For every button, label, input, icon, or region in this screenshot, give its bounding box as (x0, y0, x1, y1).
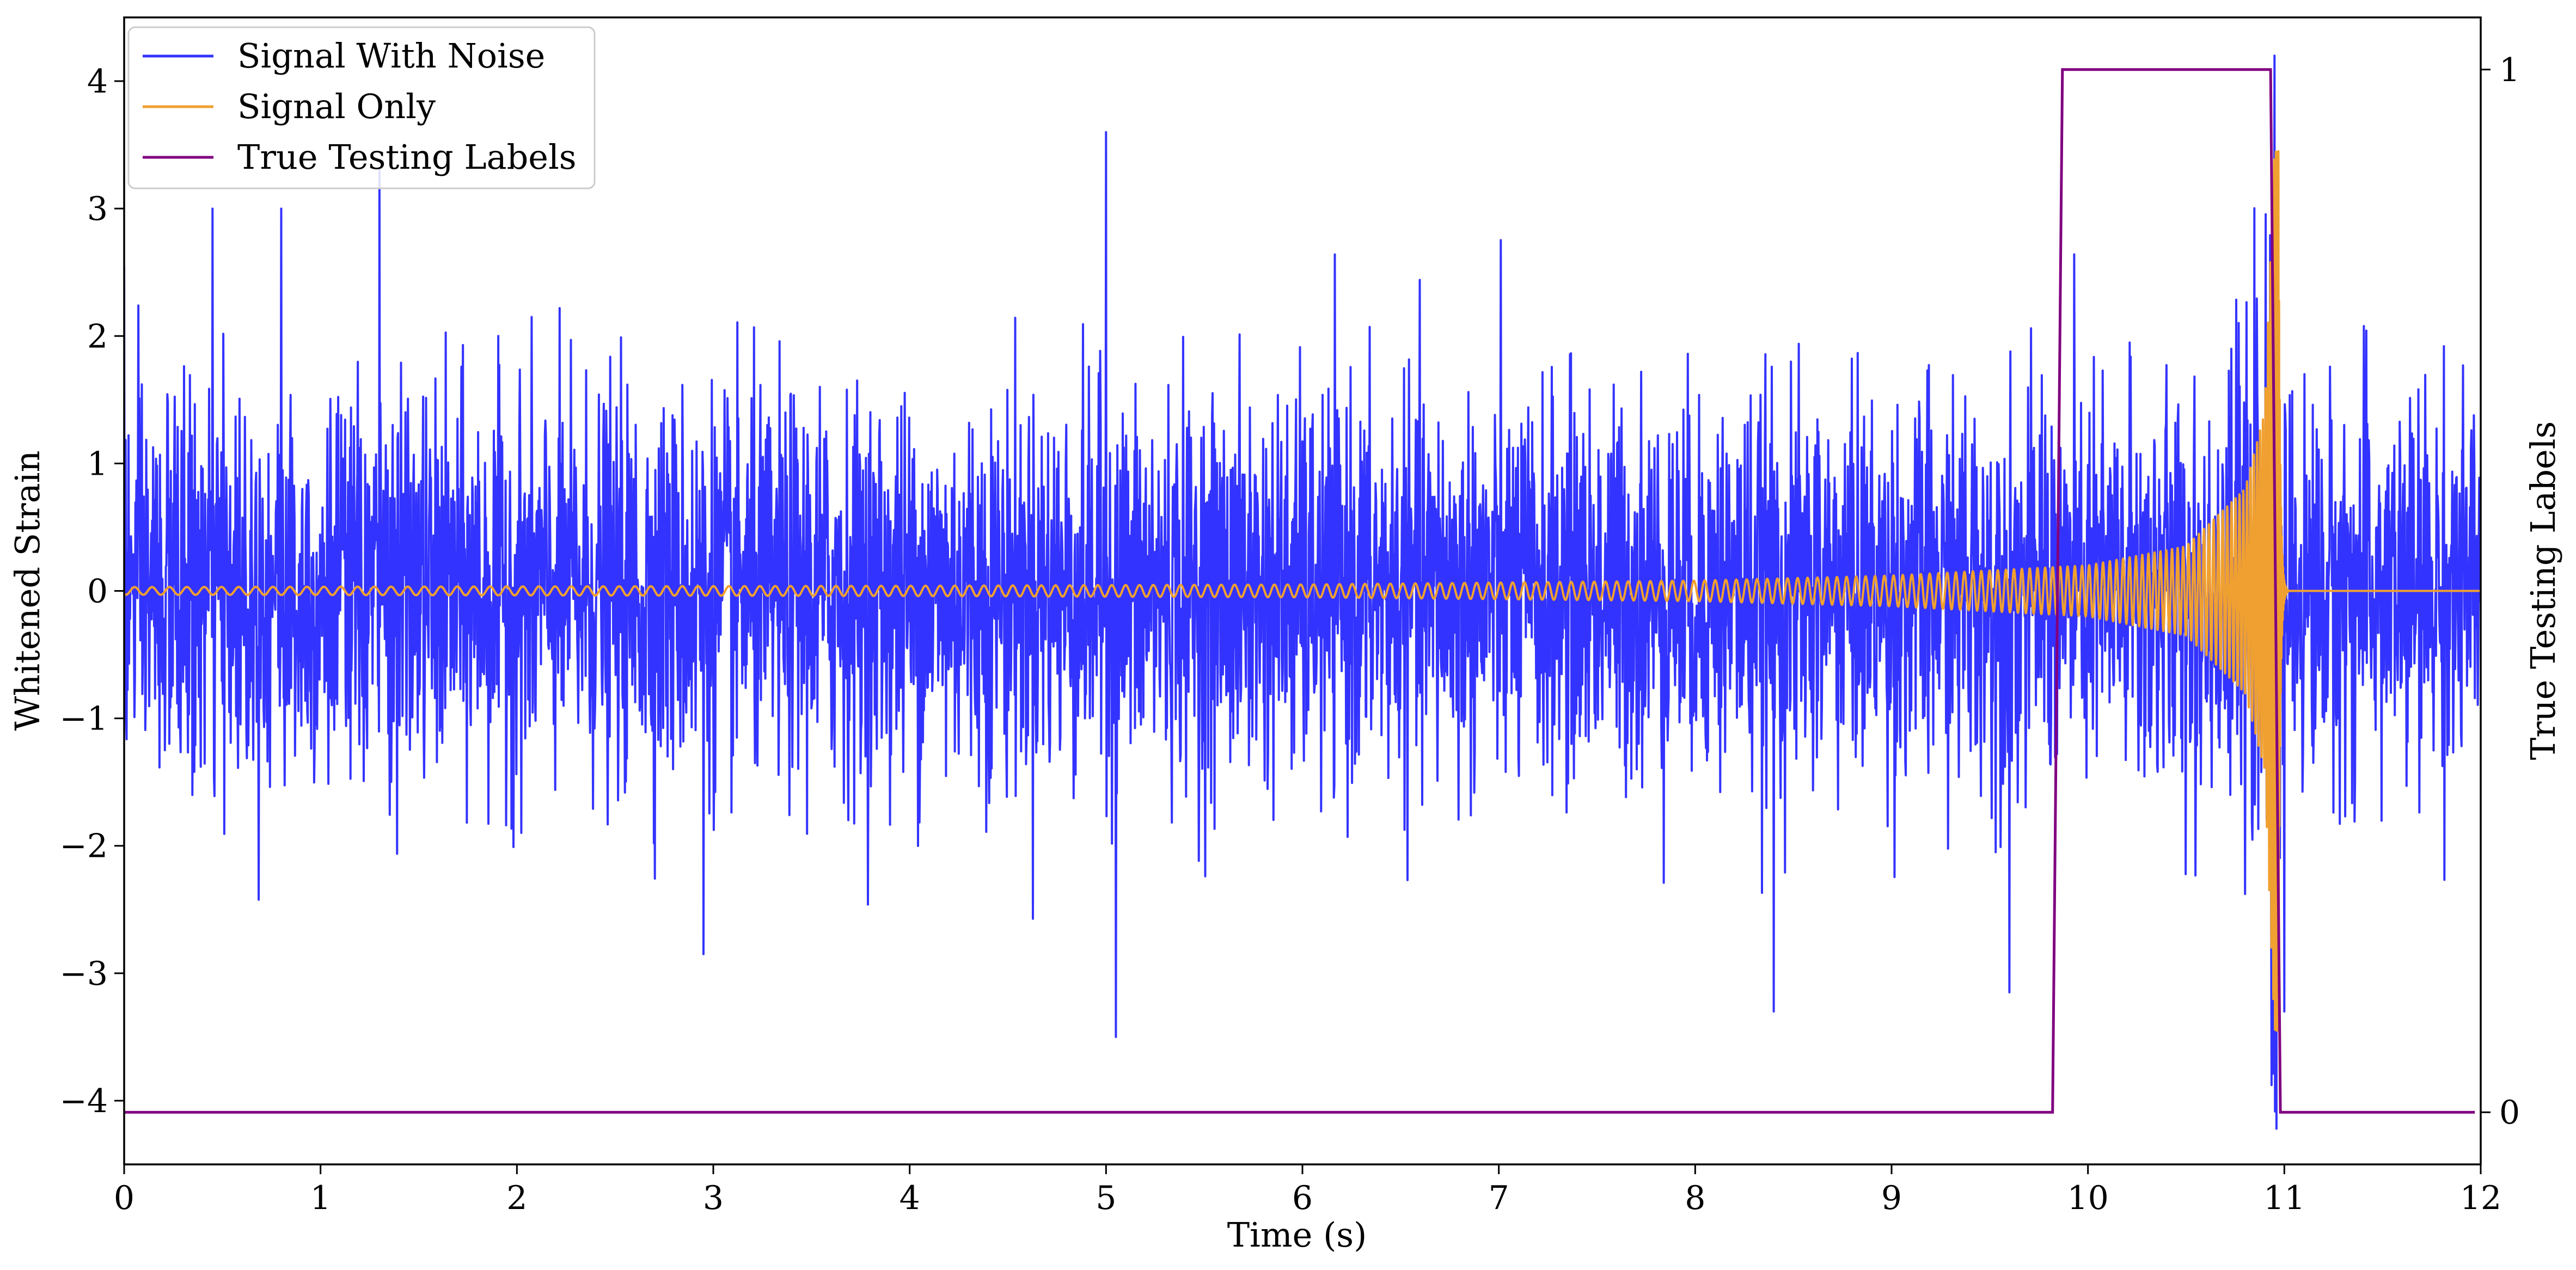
legend-label-signal-only: Signal Only (237, 87, 436, 126)
x-axis: 0 1 2 3 4 5 6 7 8 9 10 11 12 (114, 1164, 2501, 1217)
legend-label-true-testing-labels: True Testing Labels (237, 137, 577, 177)
y-tick-label: 0 (87, 573, 108, 611)
y2-tick-label: 1 (2499, 51, 2520, 89)
y-axis-title: Whitened Strain (8, 451, 47, 731)
y-axis-left: −4 −3 −2 −1 0 1 2 3 4 (60, 63, 124, 1120)
x-tick-label: 7 (1489, 1179, 1509, 1217)
series-signal-with-noise (124, 54, 2481, 1130)
x-tick-label: 9 (1881, 1179, 1902, 1217)
y-tick-label: 1 (87, 445, 108, 483)
series-true-testing-labels (124, 68, 2475, 1114)
x-tick-label: 4 (900, 1179, 920, 1217)
legend-label-signal-with-noise: Signal With Noise (237, 36, 545, 76)
x-tick-label: 1 (310, 1179, 331, 1217)
x-tick-label: 2 (506, 1179, 527, 1217)
x-tick-label: 0 (114, 1179, 134, 1217)
y-tick-label: −3 (60, 955, 108, 993)
y-tick-label: 3 (87, 190, 108, 228)
series-signal-only (124, 150, 2481, 1032)
legend: Signal With Noise Signal Only True Testi… (127, 26, 596, 189)
y-tick-label: −4 (60, 1082, 108, 1120)
y-axis-right: 01 (2481, 51, 2520, 1132)
x-tick-label: 5 (1096, 1179, 1116, 1217)
x-tick-label: 12 (2460, 1179, 2501, 1217)
x-tick-label: 11 (2263, 1179, 2305, 1217)
legend-box (127, 26, 596, 189)
y2-tick-label: 0 (2499, 1094, 2520, 1132)
plot-area (123, 16, 2482, 1165)
y-tick-label: 4 (87, 63, 108, 101)
series-layer (124, 54, 2481, 1130)
y2-axis-title: True Testing Labels (2523, 421, 2563, 760)
y-tick-label: 2 (87, 317, 108, 355)
x-tick-label: 6 (1292, 1179, 1313, 1217)
x-tick-label: 10 (2067, 1179, 2108, 1217)
x-tick-label: 3 (703, 1179, 724, 1217)
y-tick-label: −1 (60, 700, 108, 738)
y-tick-label: −2 (60, 827, 108, 866)
x-tick-label: 8 (1685, 1179, 1705, 1217)
x-axis-title: Time (s) (1227, 1215, 1367, 1255)
